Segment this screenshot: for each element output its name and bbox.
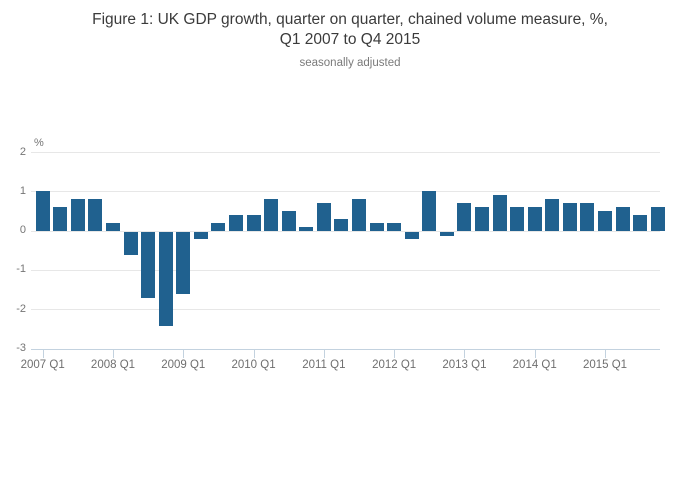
bar-2007-q3 — [70, 199, 85, 231]
bar-2009-q2 — [193, 231, 208, 240]
chart-subtitle: seasonally adjusted — [299, 57, 401, 69]
bar-2013-q3 — [492, 195, 507, 231]
chart-title-line-1: Figure 1: UK GDP growth, quarter on quar… — [92, 11, 608, 28]
y-tick-label-1: 1 — [19, 184, 26, 197]
bar-2009-q3 — [211, 222, 226, 231]
x-tick-2010-q1 — [253, 349, 255, 358]
bar-2011-q2 — [334, 218, 349, 231]
bar-2010-q4 — [299, 226, 314, 231]
x-tick-2012-q1 — [394, 349, 396, 358]
gridline--2 — [31, 309, 660, 311]
plot-area: % 2 1 0 -1 -2 -3 2007 Q1 2008 Q1 2009 Q1 2010 Q1… — [16, 137, 667, 392]
x-tick-2014-q1 — [534, 349, 536, 358]
x-tick-2009-q1 — [183, 349, 185, 358]
bar-2013-q2 — [475, 207, 489, 231]
x-tick-2015-q1 — [605, 349, 607, 358]
bar-2015-q4 — [650, 207, 665, 231]
bar-2015-q3 — [633, 214, 648, 231]
x-tick-2013-q1 — [464, 349, 466, 358]
bar-2012-q2 — [404, 231, 419, 240]
bar-2010-q1 — [246, 214, 261, 231]
bar-2013-q4 — [510, 207, 525, 231]
x-tick-label-2010-q1: 2010 Q1 — [231, 358, 276, 371]
y-tick-label--2: -2 — [16, 302, 26, 315]
bar-2012-q1 — [387, 222, 402, 231]
x-tick-label-2011-q1: 2011 Q1 — [302, 358, 346, 371]
y-tick-label-2: 2 — [19, 145, 26, 158]
bar-2014-q2 — [545, 199, 560, 231]
bar-2007-q1 — [35, 191, 50, 231]
bar-2008-q2 — [123, 231, 138, 256]
bar-2009-q1 — [176, 231, 191, 295]
bar-2015-q1 — [598, 210, 613, 231]
x-tick-label-2013-q1: 2013 Q1 — [442, 358, 487, 371]
bar-2011-q1 — [316, 203, 331, 231]
x-tick-2007-q1 — [42, 349, 44, 358]
x-tick-label-2014-q1: 2014 Q1 — [512, 358, 557, 371]
y-axis-unit-label: % — [34, 137, 44, 149]
gridline--1 — [31, 269, 660, 271]
y-tick-label--3: -3 — [16, 342, 26, 354]
bar-2014-q4 — [580, 203, 595, 231]
x-tick-label-2008-q1: 2008 Q1 — [90, 358, 136, 371]
bar-2008-q4 — [158, 231, 173, 326]
x-tick-label-2012-q1: 2012 Q1 — [372, 358, 417, 371]
gridline-0 — [31, 230, 660, 232]
bar-2008-q1 — [105, 222, 120, 231]
bar-2010-q2 — [264, 199, 279, 231]
bar-2010-q3 — [281, 210, 296, 231]
bar-2012-q4 — [439, 231, 454, 236]
x-axis-line — [31, 348, 660, 350]
bar-2015-q2 — [615, 207, 630, 231]
x-tick-label-2015-q1: 2015 Q1 — [582, 358, 628, 371]
chart-title: Figure 1: UK GDP growth, quarter on quar… — [0, 10, 700, 49]
bar-2007-q4 — [88, 199, 103, 231]
bar-2009-q4 — [228, 214, 243, 231]
gridline-2 — [31, 152, 660, 153]
bar-2008-q3 — [141, 231, 156, 299]
y-tick-label-0: 0 — [19, 224, 26, 237]
bar-2011-q4 — [369, 222, 384, 231]
bar-2013-q1 — [457, 203, 472, 231]
bar-2014-q3 — [562, 203, 577, 231]
x-tick-2011-q1 — [323, 349, 325, 358]
x-tick-2008-q1 — [112, 349, 114, 358]
x-tick-label-2007-q1: 2007 Q1 — [20, 358, 65, 371]
x-tick-label-2009-q1: 2009 Q1 — [161, 358, 206, 371]
bar-2012-q3 — [422, 191, 437, 231]
bar-2011-q3 — [352, 199, 366, 231]
bar-2014-q1 — [527, 207, 542, 231]
gridline-1 — [31, 191, 660, 193]
y-tick-label--1: -1 — [16, 263, 26, 276]
chart-title-line-2: Q1 2007 to Q4 2015 — [279, 30, 421, 48]
bar-2007-q2 — [53, 207, 68, 231]
